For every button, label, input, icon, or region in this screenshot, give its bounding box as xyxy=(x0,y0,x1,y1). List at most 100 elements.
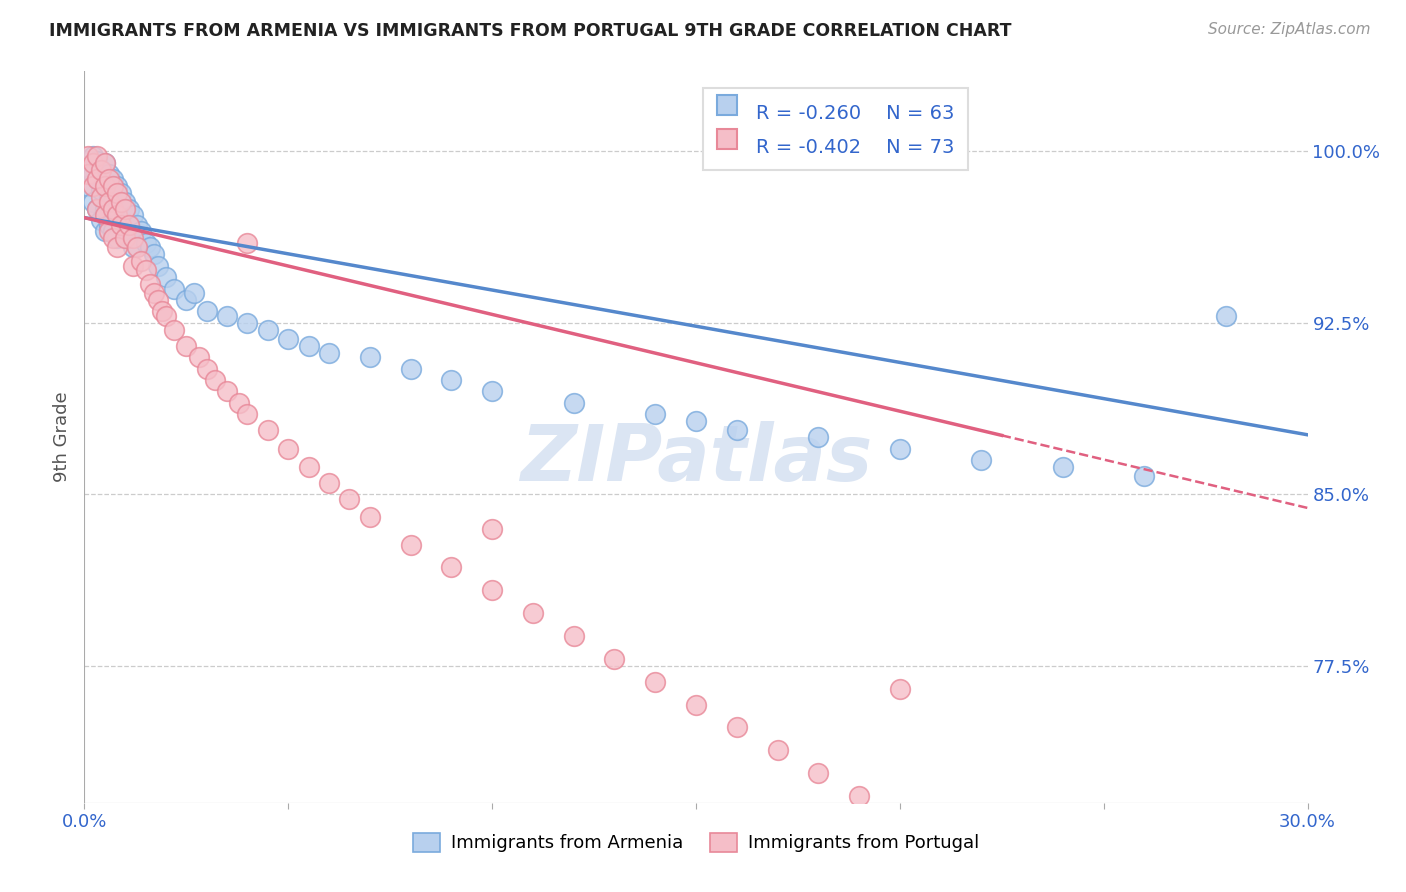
Text: Source: ZipAtlas.com: Source: ZipAtlas.com xyxy=(1208,22,1371,37)
Point xyxy=(339,491,361,506)
Point xyxy=(105,231,128,245)
Point xyxy=(257,423,280,437)
Point xyxy=(889,681,911,696)
Point xyxy=(101,231,124,245)
Point xyxy=(195,361,218,376)
Point xyxy=(122,208,145,222)
Point xyxy=(77,178,100,193)
Point xyxy=(257,323,280,337)
Text: ZIPatlas: ZIPatlas xyxy=(520,421,872,497)
Point xyxy=(644,407,666,421)
Point xyxy=(86,149,108,163)
Point xyxy=(86,153,108,168)
Point xyxy=(90,162,112,177)
Point xyxy=(1215,309,1237,323)
Point xyxy=(93,202,115,216)
Point xyxy=(122,240,145,254)
Point xyxy=(82,149,104,163)
Point xyxy=(93,174,115,188)
Point xyxy=(122,259,145,273)
Point xyxy=(146,293,169,307)
Point xyxy=(481,384,503,399)
Point xyxy=(174,338,197,352)
Point xyxy=(135,263,157,277)
Point xyxy=(82,178,104,193)
Point xyxy=(101,194,124,209)
Point xyxy=(204,373,226,387)
Point xyxy=(163,323,186,337)
Point xyxy=(93,155,115,169)
Point xyxy=(97,167,120,181)
Point xyxy=(114,194,136,209)
Point xyxy=(105,186,128,200)
Point xyxy=(562,396,585,410)
Point xyxy=(110,186,132,200)
Point xyxy=(122,231,145,245)
Point xyxy=(131,224,153,238)
Point xyxy=(118,231,141,245)
Point xyxy=(93,178,115,193)
Point xyxy=(603,652,626,666)
Point xyxy=(848,789,870,803)
Point xyxy=(685,698,707,712)
Point xyxy=(77,167,100,181)
Point xyxy=(889,812,911,826)
Point xyxy=(187,350,209,364)
Point xyxy=(101,224,124,238)
Point xyxy=(135,235,157,250)
Point xyxy=(522,606,544,620)
Point xyxy=(86,202,108,216)
Point xyxy=(146,259,169,273)
Point xyxy=(1011,880,1033,892)
Point xyxy=(725,423,748,437)
Point xyxy=(82,155,104,169)
Point xyxy=(150,304,173,318)
Point xyxy=(97,171,120,186)
Point xyxy=(236,407,259,421)
Point xyxy=(142,247,165,261)
Point xyxy=(105,178,128,193)
Point xyxy=(110,218,132,232)
Point xyxy=(93,208,115,222)
Point xyxy=(481,583,503,598)
Point xyxy=(86,202,108,216)
Point xyxy=(298,338,321,352)
Point xyxy=(399,537,422,551)
Point xyxy=(82,167,104,181)
Point xyxy=(155,309,177,323)
Point xyxy=(138,277,160,291)
Point xyxy=(131,254,153,268)
Point xyxy=(685,414,707,428)
Point xyxy=(1052,459,1074,474)
Point xyxy=(195,304,218,318)
Point xyxy=(101,178,124,193)
Point xyxy=(725,720,748,734)
Point xyxy=(97,224,120,238)
Point xyxy=(90,183,112,197)
Point xyxy=(105,240,128,254)
Point xyxy=(217,309,239,323)
Point xyxy=(359,510,381,524)
Point xyxy=(90,213,112,227)
Point xyxy=(114,224,136,238)
Point xyxy=(93,155,115,169)
Point xyxy=(807,430,830,444)
Point xyxy=(101,202,124,216)
Point xyxy=(766,743,789,757)
Point xyxy=(228,396,250,410)
Point xyxy=(82,194,104,209)
Point xyxy=(163,281,186,295)
Point xyxy=(481,521,503,535)
Point xyxy=(970,857,993,871)
Point xyxy=(114,202,136,216)
Point xyxy=(217,384,239,399)
Point xyxy=(236,316,259,330)
Point xyxy=(86,171,108,186)
Point xyxy=(90,162,112,177)
Point xyxy=(318,475,340,490)
Point xyxy=(97,194,120,209)
Point xyxy=(359,350,381,364)
Point xyxy=(127,218,149,232)
Point xyxy=(929,835,952,849)
Point xyxy=(318,345,340,359)
